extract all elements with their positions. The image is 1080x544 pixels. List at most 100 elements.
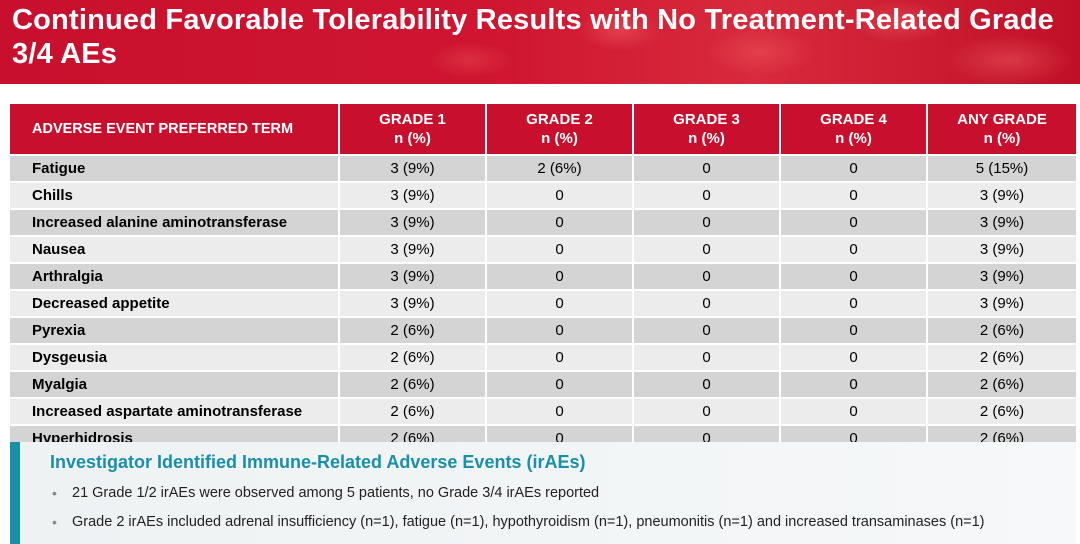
grade-1-cell: 2 (6%): [340, 316, 487, 343]
table-row: Chills 3 (9%) 0 0 0 3 (9%): [10, 181, 1076, 208]
column-header-any-grade-unit: n (%): [983, 130, 1021, 147]
info-bullet-list: • 21 Grade 1/2 irAEs were observed among…: [50, 484, 985, 542]
term-cell: Increased alanine aminotransferase: [10, 208, 340, 235]
grade-4-cell: 0: [781, 208, 928, 235]
grade-1-cell: 2 (6%): [340, 397, 487, 424]
grade-3-cell: 0: [634, 154, 781, 181]
grade-4-cell: 0: [781, 343, 928, 370]
any-grade-cell: 2 (6%): [928, 316, 1076, 343]
table-row: Decreased appetite 3 (9%) 0 0 0 3 (9%): [10, 289, 1076, 316]
term-cell: Arthralgia: [10, 262, 340, 289]
grade-4-cell: 0: [781, 370, 928, 397]
grade-4-cell: 0: [781, 235, 928, 262]
adverse-events-table: ADVERSE EVENT PREFERRED TERM GRADE 1 n (…: [10, 104, 1076, 451]
list-item: • Grade 2 irAEs included adrenal insuffi…: [50, 513, 985, 542]
grade-4-cell: 0: [781, 181, 928, 208]
grade-3-cell: 0: [634, 370, 781, 397]
grade-4-cell: 0: [781, 316, 928, 343]
info-title: Investigator Identified Immune-Related A…: [50, 452, 586, 472]
term-cell: Dysgeusia: [10, 343, 340, 370]
grade-3-cell: 0: [634, 181, 781, 208]
bullet-text: 21 Grade 1/2 irAEs were observed among 5…: [72, 485, 600, 501]
column-header-any-grade: ANY GRADE n (%): [928, 104, 1076, 154]
column-header-grade-4-title: GRADE 4: [820, 111, 887, 128]
grade-3-cell: 0: [634, 262, 781, 289]
title-banner: Continued Favorable Tolerability Results…: [0, 0, 1080, 84]
adverse-events-table-container: ADVERSE EVENT PREFERRED TERM GRADE 1 n (…: [10, 104, 1076, 451]
grade-3-cell: 0: [634, 235, 781, 262]
table-row: Increased alanine aminotransferase 3 (9%…: [10, 208, 1076, 235]
table-row: Dysgeusia 2 (6%) 0 0 0 2 (6%): [10, 343, 1076, 370]
term-cell: Nausea: [10, 235, 340, 262]
any-grade-cell: 2 (6%): [928, 397, 1076, 424]
irae-info-box: Investigator Identified Immune-Related A…: [10, 442, 1076, 544]
grade-2-cell: 0: [487, 316, 634, 343]
column-header-grade-4-unit: n (%): [835, 130, 872, 147]
grade-1-cell: 3 (9%): [340, 208, 487, 235]
grade-4-cell: 0: [781, 262, 928, 289]
grade-2-cell: 0: [487, 343, 634, 370]
table-row: Nausea 3 (9%) 0 0 0 3 (9%): [10, 235, 1076, 262]
column-header-any-grade-title: ANY GRADE: [957, 111, 1047, 128]
grade-1-cell: 3 (9%): [340, 289, 487, 316]
column-header-grade-3-unit: n (%): [688, 130, 725, 147]
column-header-grade-2: GRADE 2 n (%): [487, 104, 634, 154]
grade-1-cell: 3 (9%): [340, 262, 487, 289]
bullet-text: Grade 2 irAEs included adrenal insuffici…: [72, 514, 985, 530]
any-grade-cell: 3 (9%): [928, 289, 1076, 316]
grade-2-cell: 0: [487, 289, 634, 316]
column-header-grade-1-title: GRADE 1: [379, 111, 446, 128]
info-accent-bar: [10, 442, 20, 544]
any-grade-cell: 3 (9%): [928, 181, 1076, 208]
any-grade-cell: 2 (6%): [928, 343, 1076, 370]
column-header-grade-4: GRADE 4 n (%): [781, 104, 928, 154]
column-header-grade-1-unit: n (%): [394, 130, 431, 147]
column-header-grade-2-title: GRADE 2: [526, 111, 593, 128]
table-row: Fatigue 3 (9%) 2 (6%) 0 0 5 (15%): [10, 154, 1076, 181]
list-item: • 21 Grade 1/2 irAEs were observed among…: [50, 484, 985, 513]
term-cell: Pyrexia: [10, 316, 340, 343]
column-header-grade-2-unit: n (%): [541, 130, 578, 147]
any-grade-cell: 2 (6%): [928, 370, 1076, 397]
grade-3-cell: 0: [634, 397, 781, 424]
grade-3-cell: 0: [634, 316, 781, 343]
term-cell: Myalgia: [10, 370, 340, 397]
grade-1-cell: 2 (6%): [340, 370, 487, 397]
term-cell: Chills: [10, 181, 340, 208]
bullet-icon: •: [52, 514, 57, 530]
bullet-icon: •: [52, 485, 57, 501]
term-cell: Increased aspartate aminotransferase: [10, 397, 340, 424]
grade-2-cell: 0: [487, 370, 634, 397]
column-header-term: ADVERSE EVENT PREFERRED TERM: [10, 104, 340, 154]
any-grade-cell: 3 (9%): [928, 208, 1076, 235]
grade-3-cell: 0: [634, 208, 781, 235]
page-title: Continued Favorable Tolerability Results…: [12, 4, 1054, 70]
column-header-grade-3-title: GRADE 3: [673, 111, 740, 128]
table-row: Myalgia 2 (6%) 0 0 0 2 (6%): [10, 370, 1076, 397]
grade-1-cell: 3 (9%): [340, 235, 487, 262]
grade-2-cell: 0: [487, 235, 634, 262]
column-header-grade-3: GRADE 3 n (%): [634, 104, 781, 154]
grade-1-cell: 2 (6%): [340, 343, 487, 370]
term-cell: Decreased appetite: [10, 289, 340, 316]
table-header-row: ADVERSE EVENT PREFERRED TERM GRADE 1 n (…: [10, 104, 1076, 154]
grade-4-cell: 0: [781, 397, 928, 424]
grade-3-cell: 0: [634, 343, 781, 370]
grade-3-cell: 0: [634, 289, 781, 316]
any-grade-cell: 3 (9%): [928, 235, 1076, 262]
grade-4-cell: 0: [781, 289, 928, 316]
term-cell: Fatigue: [10, 154, 340, 181]
grade-1-cell: 3 (9%): [340, 154, 487, 181]
any-grade-cell: 5 (15%): [928, 154, 1076, 181]
grade-2-cell: 0: [487, 208, 634, 235]
grade-1-cell: 3 (9%): [340, 181, 487, 208]
grade-2-cell: 0: [487, 262, 634, 289]
table-row: Increased aspartate aminotransferase 2 (…: [10, 397, 1076, 424]
grade-4-cell: 0: [781, 154, 928, 181]
grade-2-cell: 2 (6%): [487, 154, 634, 181]
table-row: Arthralgia 3 (9%) 0 0 0 3 (9%): [10, 262, 1076, 289]
grade-2-cell: 0: [487, 181, 634, 208]
grade-2-cell: 0: [487, 397, 634, 424]
any-grade-cell: 3 (9%): [928, 262, 1076, 289]
